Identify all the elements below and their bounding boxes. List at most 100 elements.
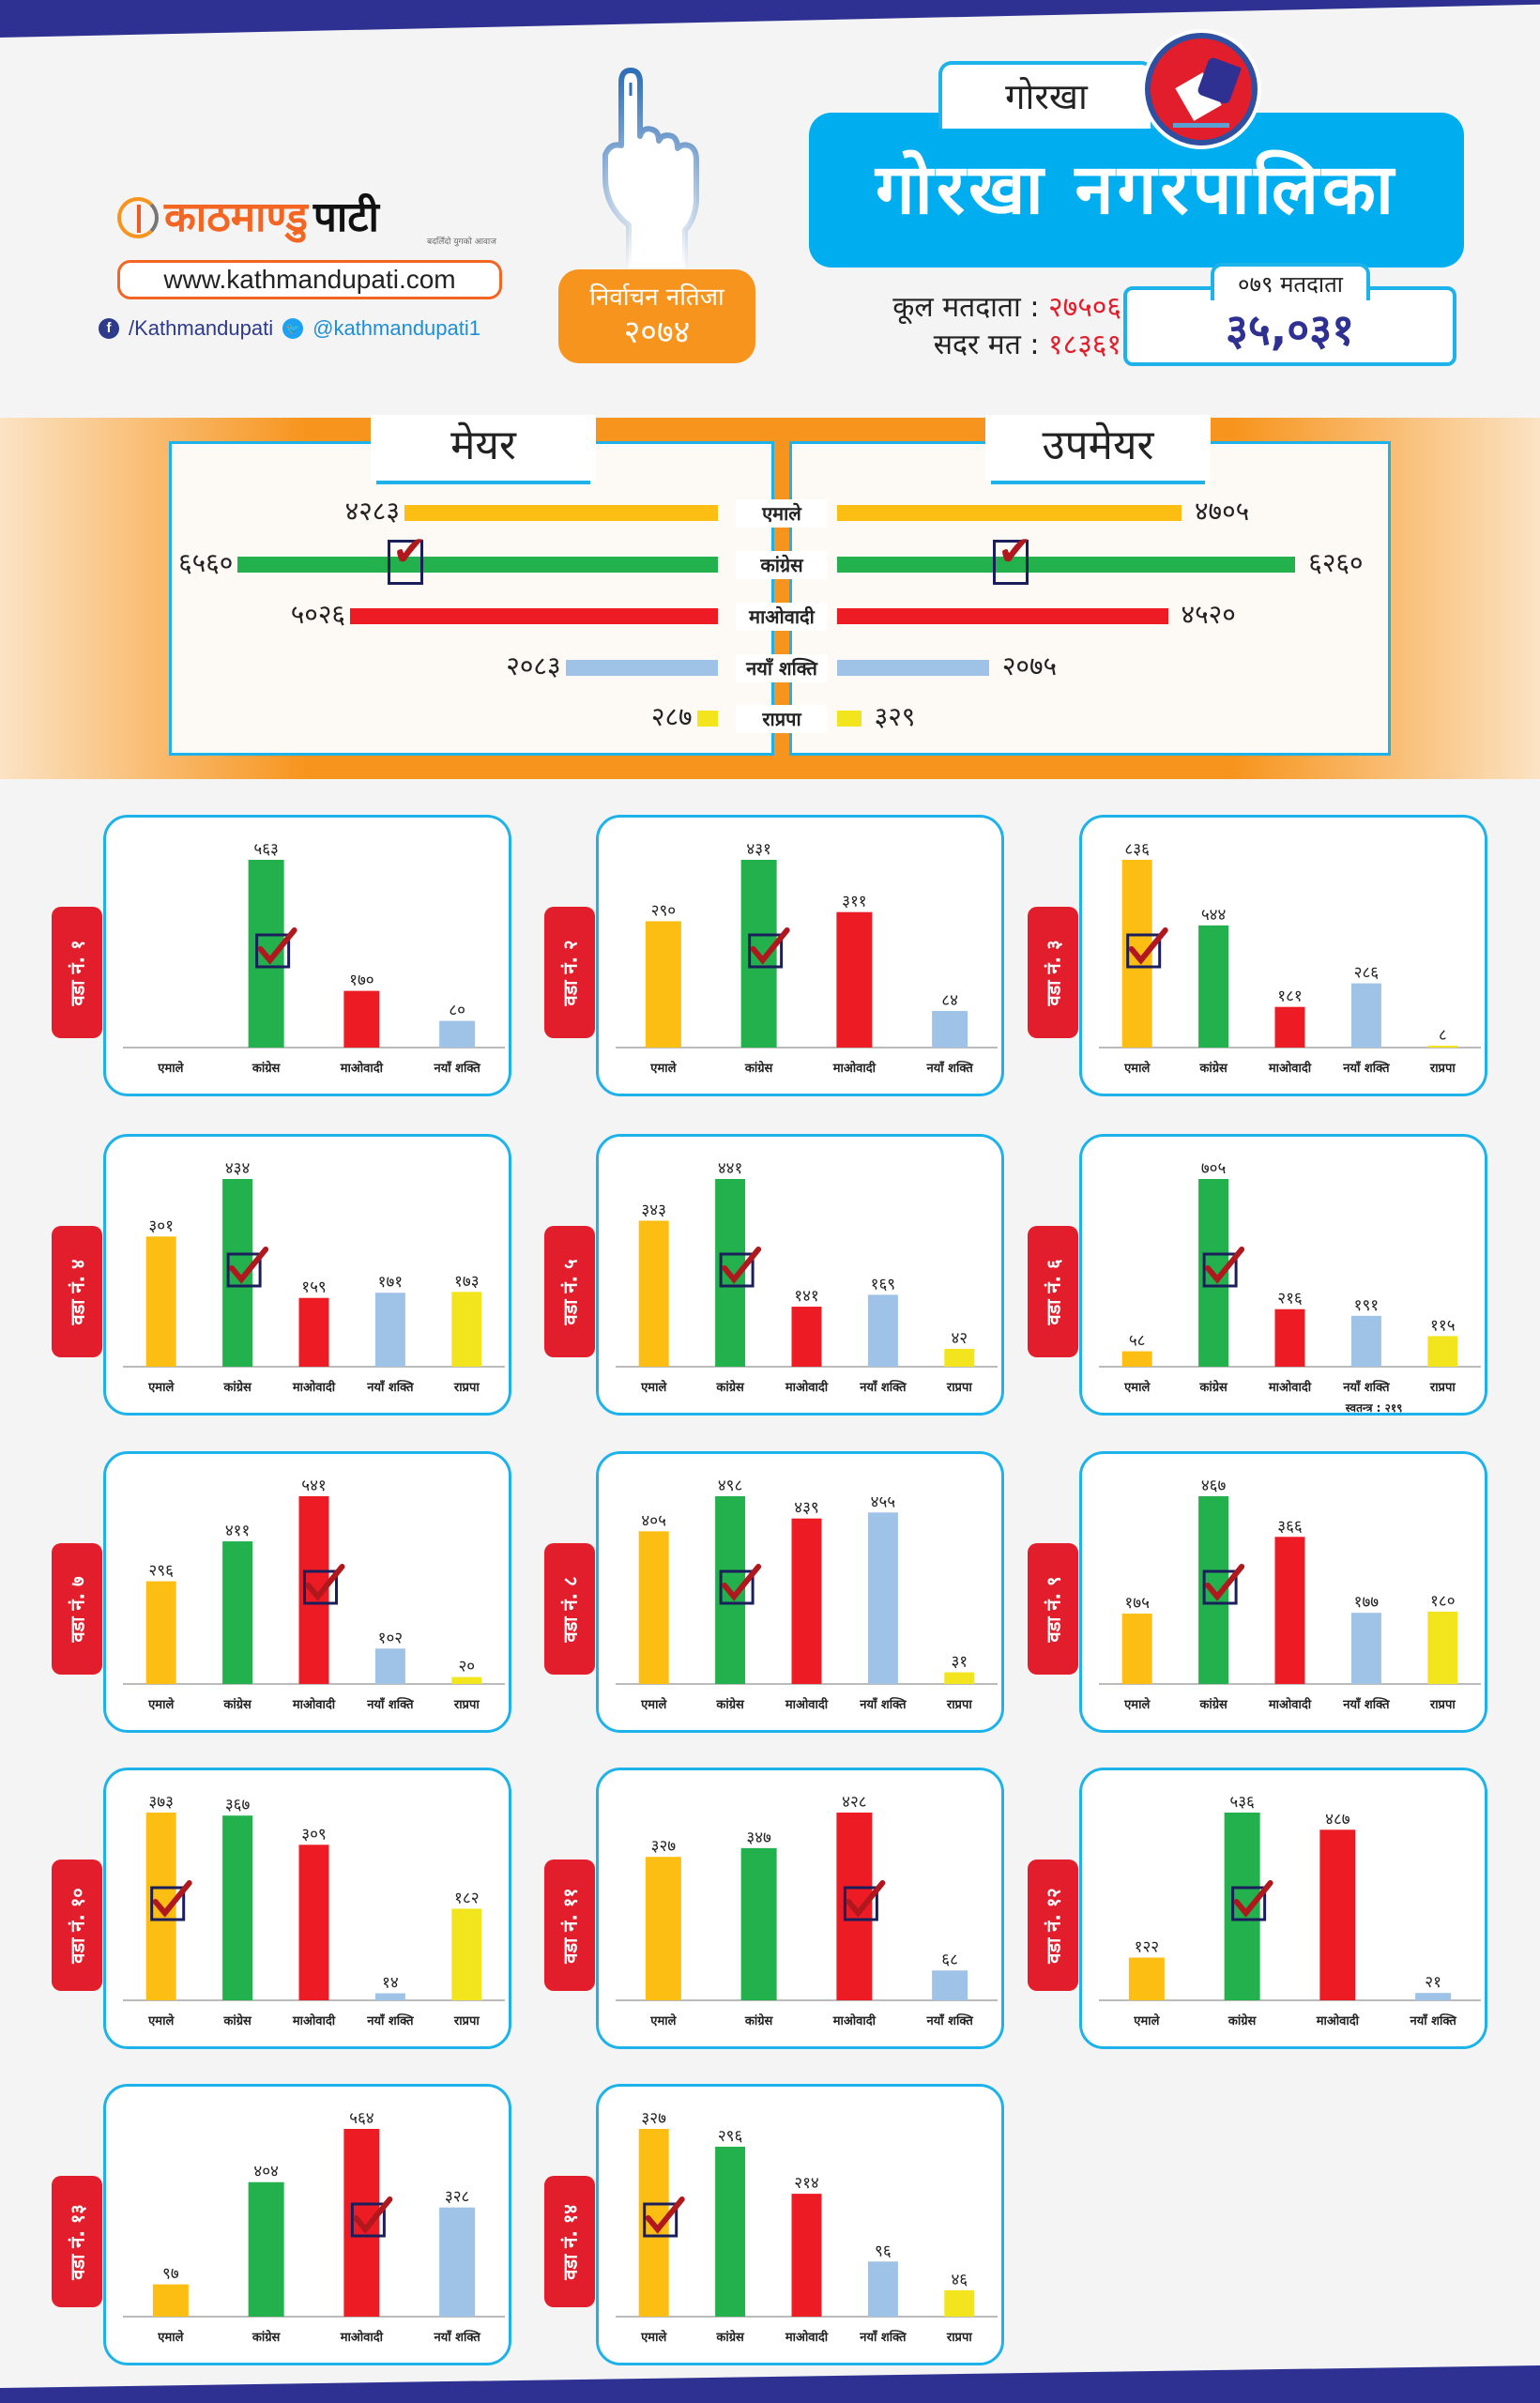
bar	[1350, 983, 1381, 1048]
twitter-link[interactable]: @kathmandupati1	[313, 316, 480, 340]
mayor-bar	[696, 711, 718, 727]
bar	[944, 2289, 975, 2317]
category-label: राप्रपा	[453, 1381, 480, 1395]
bar	[1350, 1613, 1381, 1684]
bar	[944, 1348, 975, 1367]
category-label: कांग्रेस	[1198, 1061, 1228, 1076]
bar	[248, 2181, 284, 2317]
ward-number-tag: वडा नं. ६	[1028, 1226, 1078, 1357]
ward-number-tag: वडा नं. ७	[52, 1543, 102, 1675]
ward-number-label: वडा नं. १३	[66, 2203, 89, 2280]
bar	[791, 2194, 822, 2317]
ward-bar-chart: ३४३ एमाले ४४१ कांग्रेस १४१ माओवादी १६९ नयाँ शक्…	[616, 1159, 998, 1395]
mayor-winner-check-icon	[388, 531, 427, 585]
badge-year: २०७४	[623, 314, 691, 351]
ward-number-tag: वडा नं. १	[52, 907, 102, 1038]
bar	[451, 1908, 482, 2000]
bar-value-label: १८२	[454, 1889, 480, 1907]
bar-value-label: ३६६	[1277, 1517, 1303, 1536]
bar-value-label: ४९८	[718, 1477, 743, 1495]
bar-value-label: ११५	[1430, 1316, 1456, 1335]
bar-value-label: १४१	[794, 1287, 819, 1306]
winner-check-icon	[1126, 927, 1168, 969]
winner-check-icon	[719, 1564, 762, 1605]
bar-value-label: ४३४	[225, 1159, 251, 1178]
category-label: नयाँ शक्ति	[926, 1061, 974, 1076]
bar-value-label: ४३९	[794, 1499, 819, 1518]
top-band	[0, 0, 1540, 38]
ward-number-tag: वडा नं. ४	[52, 1226, 102, 1357]
bar-value-label: ४६	[951, 2271, 968, 2289]
party-label: कांग्रेस	[736, 551, 828, 579]
bar-value-label: १७५	[1124, 1594, 1150, 1613]
category-label: कांग्रेस	[252, 2330, 282, 2345]
ward-bar-chart: १२२ एमाले ५३६ कांग्रेस ४८७ माओवादी २१ नयाँ शक्त…	[1099, 1793, 1481, 2028]
ward-number-label: वडा नं. १२	[1042, 1887, 1065, 1964]
bar	[638, 1220, 669, 1367]
bar-value-label: २०	[458, 1658, 475, 1676]
ward-card: १७५ एमाले ४६७ कांग्रेस ३६६ माओवादी १७७ नयाँ शक्…	[1079, 1451, 1487, 1733]
category-label: कांग्रेस	[222, 2013, 252, 2028]
bar	[1319, 1829, 1356, 2000]
category-label: एमाले	[147, 1380, 175, 1395]
category-label: माओवादी	[340, 1061, 384, 1076]
bar-value-label: ३४३	[641, 1201, 666, 1219]
bar-value-label: १८०	[1430, 1592, 1456, 1611]
ward-number-tag: वडा नं. ३	[1028, 907, 1078, 1038]
bar-value-label: ५८	[1129, 1332, 1146, 1351]
bar-value-label: ३११	[842, 893, 867, 911]
ward-number-label: वडा नं. १०	[66, 1887, 89, 1964]
ward-number-label: वडा नं. ३	[1042, 939, 1065, 1006]
bar-value-label: २९६	[718, 2127, 743, 2146]
category-label: राप्रपा	[1429, 1062, 1456, 1076]
bar	[867, 1294, 898, 1367]
bar	[374, 1293, 405, 1367]
bar-value-label: ८०	[449, 1002, 465, 1020]
category-label: कांग्रेस	[715, 2330, 745, 2345]
category-label: कांग्रेस	[1198, 1697, 1228, 1712]
party-label: नयाँ शक्ति	[736, 654, 828, 682]
bar	[439, 2207, 476, 2317]
bar-value-label: ४०४	[253, 2163, 279, 2181]
website-link[interactable]: www.kathmandupati.com	[117, 260, 502, 299]
ward-card: १२२ एमाले ५३६ कांग्रेस ४८७ माओवादी २१ नयाँ शक्त…	[1079, 1768, 1487, 2049]
category-label: माओवादी	[832, 2013, 877, 2028]
category-label: कांग्रेस	[715, 1380, 745, 1395]
bottom-band	[0, 2365, 1540, 2403]
bar-value-label: ४३१	[746, 840, 771, 859]
category-label: नयाँ शक्ति	[1410, 2013, 1457, 2028]
ward-card: ९७ एमाले ४०४ कांग्रेस ५६४ माओवादी ३२८ नयाँ शक्त…	[103, 2084, 511, 2365]
voting-finger-icon	[602, 68, 699, 268]
category-label: एमाले	[640, 2330, 667, 2345]
bar	[932, 1011, 968, 1048]
bar-value-label: ४२	[951, 1329, 968, 1348]
category-label: माओवादी	[1268, 1380, 1312, 1395]
winner-check-icon	[643, 2196, 685, 2238]
ward-number-label: वडा नं. १	[66, 939, 89, 1006]
bar-value-label: ३६७	[225, 1796, 251, 1814]
bar	[645, 921, 681, 1048]
ward-bar-chart: ३२७ एमाले २९६ कांग्रेस २१४ माओवादी ९६ नयाँ शक्त…	[616, 2109, 998, 2345]
ballot-box-icon	[1145, 33, 1258, 145]
bar-value-label: ७०५	[1201, 1159, 1227, 1178]
winner-check-icon	[255, 927, 297, 969]
winner-check-icon	[226, 1247, 269, 1288]
bar-value-label: ३१	[951, 1653, 968, 1672]
bar	[715, 2146, 746, 2317]
bar	[439, 1020, 476, 1048]
bar	[836, 911, 873, 1048]
bar	[932, 1970, 968, 2000]
winner-check-icon	[1202, 1247, 1245, 1288]
bar	[222, 1815, 253, 2000]
voter-stats: कूल मतदाता : २७५०६ सदर मत : १८३६१	[802, 289, 1121, 364]
bar-value-label: ४५५	[871, 1492, 896, 1511]
category-label: माओवादी	[785, 1380, 829, 1395]
bar	[1350, 1315, 1381, 1367]
voters-079-label: ०७९ मतदाता	[1211, 263, 1370, 300]
facebook-link[interactable]: /Kathmandupati	[129, 316, 274, 340]
brand-emblem-icon	[117, 197, 159, 238]
category-label: एमाले	[157, 1061, 184, 1076]
bar-value-label: ३२८	[445, 2188, 470, 2207]
bar	[740, 1847, 777, 2000]
bar-value-label: १५९	[301, 1278, 327, 1297]
